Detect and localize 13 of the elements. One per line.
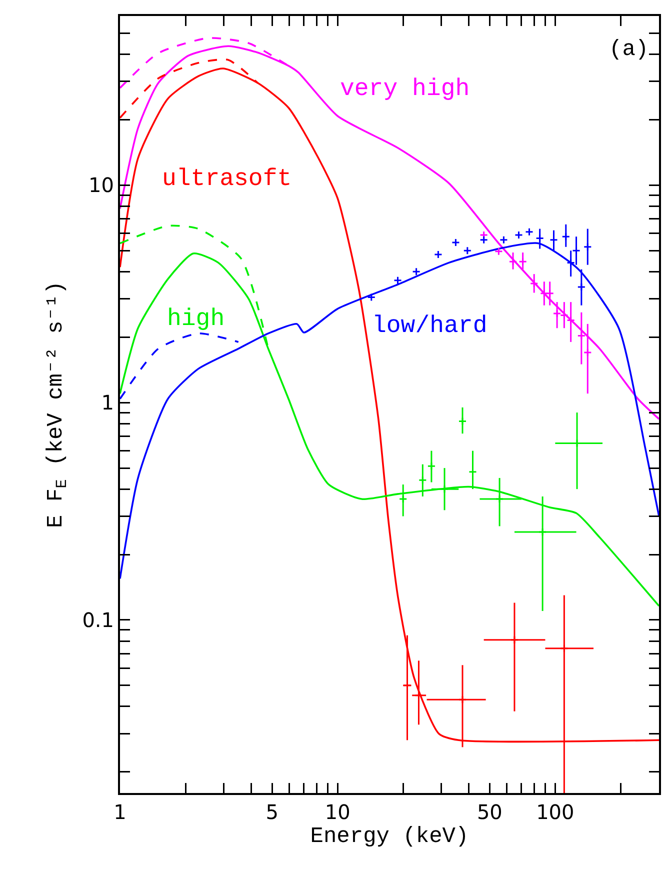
y-tick-label: 0.1 bbox=[82, 608, 114, 632]
x-tick-label: 100 bbox=[536, 800, 574, 824]
series-label: high bbox=[167, 306, 225, 333]
y-tick-label: 10 bbox=[88, 173, 114, 198]
x-tick-label: 10 bbox=[324, 800, 350, 824]
series-label: ultrasoft bbox=[162, 166, 292, 193]
x-tick-label: 50 bbox=[476, 800, 502, 824]
x-tick-label: 5 bbox=[266, 800, 278, 824]
annotation: (a) bbox=[609, 37, 649, 62]
series-label: very high bbox=[340, 76, 470, 103]
series-label: low/hard bbox=[372, 313, 488, 340]
x-axis-title: Energy (keV) bbox=[310, 824, 469, 849]
y-tick-label: 1 bbox=[101, 390, 114, 415]
